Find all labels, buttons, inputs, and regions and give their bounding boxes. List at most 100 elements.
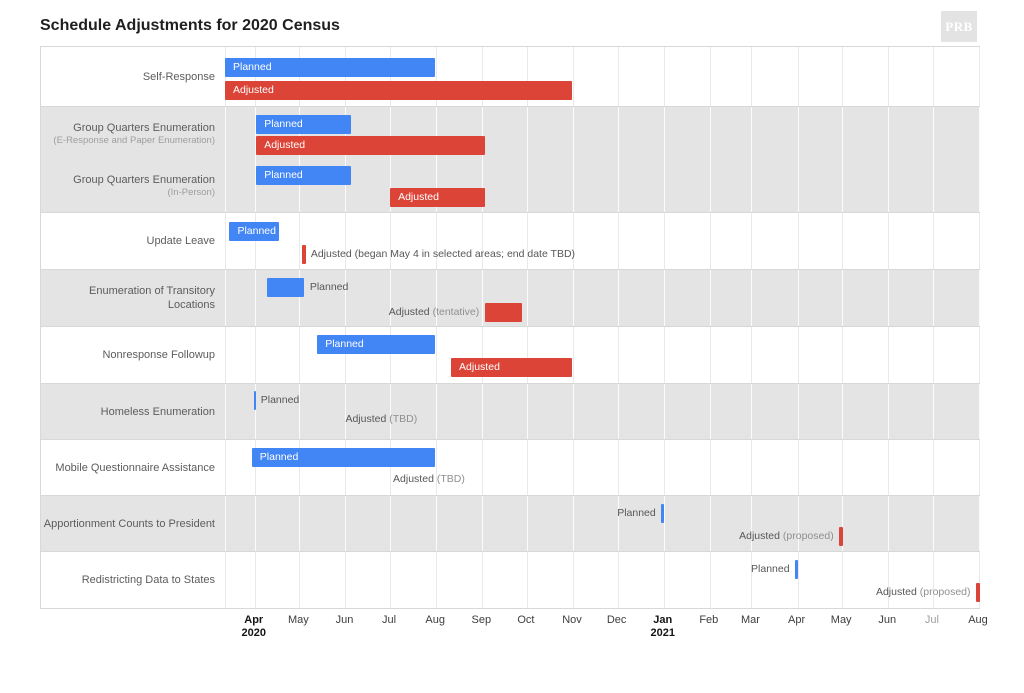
axis-month-label: Jun: [878, 614, 896, 627]
month-gridline: [390, 107, 392, 160]
planned-bar: Planned: [251, 448, 435, 467]
planned-tick-label: Planned: [751, 560, 790, 579]
month-gridline: [888, 47, 890, 106]
month-gridline: [842, 107, 844, 160]
month-gridline: [663, 440, 665, 495]
axis-month-label: Jul: [382, 614, 396, 627]
month-gridline: [932, 270, 934, 326]
month-gridline: [842, 384, 844, 439]
month-gridline: [663, 327, 665, 383]
month-gridline: [932, 107, 934, 160]
month-gridline: [345, 384, 347, 439]
month-gridline: [526, 552, 528, 608]
row-label: Apportionment Counts to President: [43, 517, 215, 530]
annotation-text: Planned: [264, 169, 303, 181]
month-gridline: [979, 270, 980, 326]
month-gridline: [663, 107, 665, 160]
month-gridline: [482, 160, 484, 212]
adjusted-annotation: Adjusted (TBD): [393, 470, 465, 489]
axis-month-name: Feb: [699, 614, 719, 626]
adjusted-tick-label: Adjusted (proposed): [876, 583, 971, 602]
page-title: Schedule Adjustments for 2020 Census: [40, 17, 340, 34]
gantt-row: Group Quarters Enumeration (In-Person) Pla…: [41, 160, 980, 213]
row-label-cell: Nonresponse Followup: [41, 327, 225, 383]
annotation-suffix: (TBD): [386, 413, 418, 425]
month-gridline: [573, 160, 574, 212]
row-plot: Planned Adjusted (tentative): [225, 270, 980, 326]
month-gridline: [932, 552, 934, 608]
month-gridline: [390, 440, 392, 495]
month-gridline: [663, 270, 665, 326]
planned-tick-marker: [660, 504, 664, 523]
adjusted-bar: Adjusted: [451, 358, 572, 377]
month-gridline: [932, 213, 934, 269]
month-gridline: [482, 213, 484, 269]
row-label: Homeless Enumeration: [100, 405, 215, 418]
month-gridline: [482, 327, 484, 383]
month-gridline: [617, 384, 619, 439]
month-gridline: [254, 552, 256, 608]
month-gridline: [663, 160, 665, 212]
month-gridline: [932, 496, 934, 551]
gantt-row: Self-Response Planned Adjusted: [41, 47, 980, 107]
month-gridline: [526, 440, 528, 495]
gantt-row: Mobile Questionnaire Assistance Planned Ad…: [41, 440, 980, 496]
annotation-text: Adjusted: [345, 413, 387, 425]
month-gridline: [979, 384, 980, 439]
month-gridline: [797, 327, 799, 383]
annotation-suffix: (TBD): [433, 473, 465, 485]
planned-bar: [266, 278, 304, 297]
month-gridline: [842, 160, 844, 212]
row-plot: Planned Adjusted (began May 4 in selected…: [225, 213, 980, 269]
month-gridline: [436, 384, 438, 439]
annotation-text: Planned: [325, 338, 364, 350]
month-gridline: [751, 496, 753, 551]
plot-left-gridline: [225, 213, 226, 269]
axis-month-label: May: [288, 614, 309, 627]
annotation-text: Planned: [309, 281, 349, 293]
month-gridline: [842, 270, 844, 326]
month-gridline: [436, 213, 438, 269]
axis-month-label: Jan 2021: [650, 614, 674, 640]
month-gridline: [709, 496, 711, 551]
axis-month-name: May: [830, 614, 852, 626]
adjusted-bar-label: Adjusted (tentative): [389, 303, 479, 322]
annotation-text: Planned: [233, 61, 272, 73]
row-label: Update Leave: [146, 235, 216, 247]
month-gridline: [345, 213, 347, 269]
month-gridline: [932, 160, 934, 212]
month-gridline: [797, 213, 799, 269]
adjusted-bar: Adjusted: [225, 81, 572, 100]
annotation-text: Adjusted: [233, 84, 274, 96]
month-gridline: [617, 160, 619, 212]
month-gridline: [299, 213, 301, 269]
axis-month-name: Jun: [878, 614, 897, 626]
row-plot: Planned Adjusted (proposed): [225, 496, 980, 551]
month-gridline: [299, 440, 301, 495]
adjusted-annotation: Adjusted (TBD): [345, 410, 417, 429]
axis-month-label: Feb: [699, 614, 718, 627]
month-gridline: [663, 47, 665, 106]
month-gridline: [573, 107, 574, 160]
axis-month-label: Jul: [925, 614, 939, 627]
month-gridline: [526, 384, 528, 439]
month-gridline: [390, 552, 392, 608]
month-gridline: [888, 160, 890, 212]
month-gridline: [345, 270, 347, 326]
plot-left-gridline: [225, 270, 226, 326]
month-gridline: [573, 552, 574, 608]
month-gridline: [482, 384, 484, 439]
axis-year: 2021: [650, 627, 675, 639]
month-gridline: [436, 496, 438, 551]
month-gridline: [709, 552, 711, 608]
axis-month-name: Oct: [517, 614, 535, 626]
row-plot: Planned Adjusted: [225, 107, 980, 160]
annotation-suffix: (began May 4 in selected areas; end date…: [351, 248, 576, 260]
month-gridline: [888, 270, 890, 326]
annotation-text: Adjusted: [310, 248, 352, 260]
month-gridline: [709, 47, 711, 106]
month-gridline: [979, 107, 980, 160]
planned-bar: Planned: [225, 58, 435, 77]
row-label-cell: Apportionment Counts to President: [41, 496, 225, 551]
annotation-text: Planned: [260, 394, 300, 406]
